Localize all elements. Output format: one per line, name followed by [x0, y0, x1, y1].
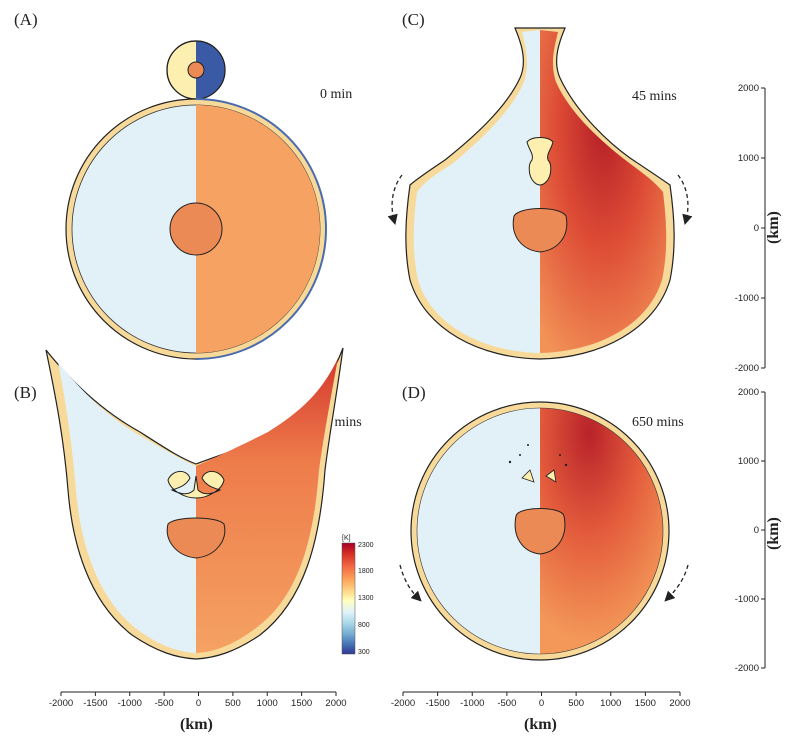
panel-a-label: (A): [14, 10, 38, 29]
panel-c: (C) 45 mins: [387, 10, 693, 360]
x-axis-right-tick-label: -500: [497, 698, 516, 709]
panel-b: (B) 10 mins [K] 2300 1800 1300 800 300: [14, 347, 374, 660]
x-axis-left-tick-label: 0: [196, 698, 201, 709]
x-axis-right-tick-label: -1500: [425, 698, 449, 709]
colorbar-tick-300: 300: [358, 649, 370, 656]
colorbar-tick-2300: 2300: [358, 542, 374, 549]
target-planet: [65, 98, 327, 360]
impactor-body: [166, 40, 226, 100]
rotation-arrow-left: [387, 174, 403, 226]
x-axis-right-tick-label: 500: [568, 698, 584, 709]
colorbar-tick-1300: 1300: [358, 595, 374, 602]
x-axis-left-tick-label: -1500: [83, 698, 107, 709]
y-axis-top: 2000 1000 0 -1000 -2000: [735, 83, 766, 374]
y-axis-title-bottom: (km): [765, 517, 782, 550]
panel-c-label: (C): [402, 10, 425, 29]
rotation-arrow-left-d: [399, 564, 422, 602]
y-axis-title-top: (km): [765, 211, 782, 244]
colorbar-tick-800: 800: [358, 622, 370, 629]
panel-c-time-label: 45 mins: [632, 89, 677, 104]
panel-d-time-label: 650 mins: [632, 415, 684, 430]
x-axis-title-left: (km): [180, 716, 213, 733]
x-axis-right-tick-label: 0: [539, 698, 544, 709]
panel-d: (D) 650 mins: [399, 383, 689, 661]
y-axis-top-tick-label: 0: [754, 223, 759, 234]
merged-body-c: [405, 27, 675, 360]
colorbar-tick-1800: 1800: [358, 568, 374, 575]
temperature-colorbar: [K] 2300 1800 1300 800 300: [341, 535, 374, 656]
y-axis-top-tick-label: -2000: [735, 363, 759, 374]
x-axis-left-tick-label: 1000: [257, 698, 278, 709]
x-axis-right-tick-label: -1000: [460, 698, 484, 709]
y-axis-bottom-tick-label: 0: [754, 525, 759, 536]
merged-body-d: [410, 401, 670, 661]
panel-a: (A) 0 min: [14, 10, 352, 360]
rotation-arrow-right-d: [664, 564, 689, 602]
panel-a-time-label: 0 min: [320, 87, 352, 102]
merged-body: [45, 347, 344, 660]
panel-b-label: (B): [14, 383, 37, 402]
y-axis-bottom-tick-label: 2000: [738, 387, 759, 398]
x-axis-right-tick-label: 1000: [600, 698, 621, 709]
x-axis-left-tick-label: -2000: [49, 698, 73, 709]
x-axis-left: -2000 -1500 -1000 -500 0 500 1000 1500 2000: [49, 691, 347, 709]
y-axis-top-tick-label: 2000: [738, 83, 759, 94]
colorbar-unit: [K]: [342, 535, 351, 542]
x-axis-left-tick-label: 1500: [291, 698, 312, 709]
panel-d-label: (D): [402, 383, 426, 402]
y-axis-bottom-tick-label: -2000: [735, 663, 759, 674]
y-axis-bottom-tick-label: 1000: [738, 456, 759, 467]
x-axis-left-tick-label: 500: [225, 698, 241, 709]
y-axis-bottom-tick-label: -1000: [735, 594, 759, 605]
x-axis-left-tick-label: -500: [155, 698, 174, 709]
x-axis-left-tick-label: -1000: [118, 698, 142, 709]
y-axis-bottom: 2000 1000 0 -1000 -2000: [735, 387, 766, 674]
x-axis-left-tick-label: 2000: [325, 698, 346, 709]
y-axis-top-tick-label: -1000: [735, 293, 759, 304]
y-axis-top-tick-label: 1000: [738, 153, 759, 164]
rotation-arrow-right: [677, 174, 693, 226]
x-axis-right: -2000 -1500 -1000 -500 0 500 1000 1500 2000: [391, 691, 691, 709]
x-axis-title-right: (km): [524, 716, 557, 733]
x-axis-right-tick-label: 1500: [635, 698, 656, 709]
x-axis-right-tick-label: -2000: [391, 698, 415, 709]
x-axis-right-tick-label: 2000: [669, 698, 690, 709]
